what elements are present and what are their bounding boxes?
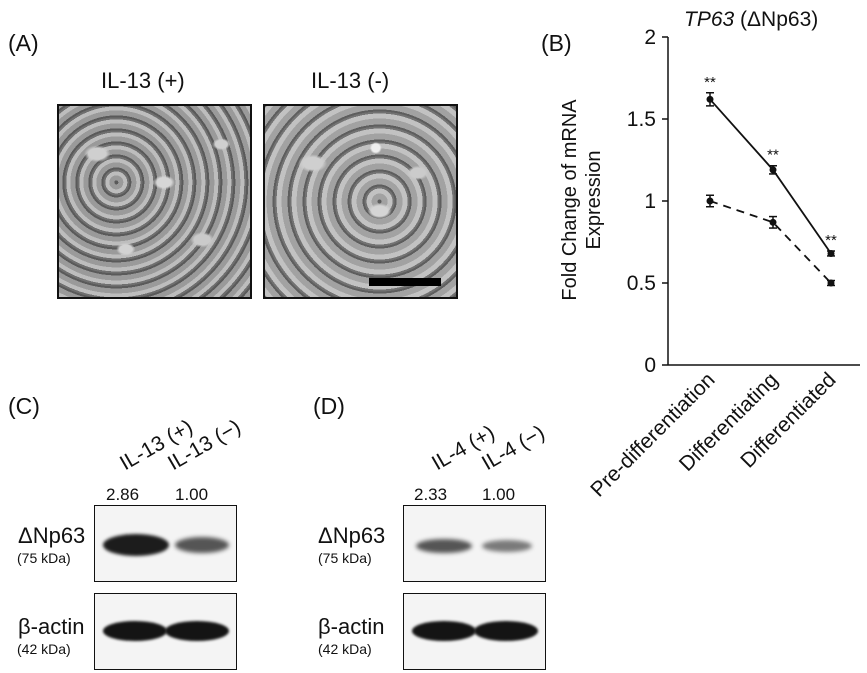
data-point bbox=[706, 95, 714, 103]
quant-d-il4-minus: 1.00 bbox=[482, 485, 516, 504]
d-protein-bactin-label: β-actin bbox=[318, 614, 385, 639]
d-dnp63-blot bbox=[403, 505, 546, 582]
c-dnp63-band-il13-plus bbox=[103, 534, 169, 556]
panel-a-label: (A) bbox=[8, 30, 39, 56]
d-protein-dnp63-kda: (75 kDa) bbox=[318, 550, 372, 566]
data-point bbox=[706, 197, 714, 205]
quant-c-il13-minus: 1.00 bbox=[175, 485, 209, 504]
series-line-dashed bbox=[709, 200, 832, 284]
chart-title-isoform: (ΔNp63) bbox=[734, 8, 818, 31]
c-bactin-band-il13-plus bbox=[103, 621, 167, 641]
series-line-solid bbox=[709, 98, 832, 254]
fold-change-line-chart: TP63 (ΔNp63) Fold Change of mRNA Express… bbox=[559, 8, 860, 501]
d-bactin-band-il4-plus bbox=[412, 621, 476, 641]
y-tick-label: 1 bbox=[644, 190, 656, 213]
y-axis-label-line-1: Fold Change of mRNA bbox=[559, 99, 581, 301]
micrograph-il13-plus bbox=[57, 104, 252, 299]
panel-b-label: (B) bbox=[541, 30, 572, 56]
significance-marker: ** bbox=[825, 232, 837, 249]
micrograph-il13-minus bbox=[263, 104, 458, 299]
y-tick-label: 1.5 bbox=[627, 108, 656, 131]
y-axis-label: Fold Change of mRNA Expression bbox=[559, 99, 605, 301]
scale-bar bbox=[369, 278, 441, 286]
panel-c-label: (C) bbox=[8, 393, 40, 419]
quant-d-il4-plus: 2.33 bbox=[414, 485, 448, 504]
c-protein-dnp63-kda: (75 kDa) bbox=[17, 550, 71, 566]
d-protein-bactin-kda: (42 kDa) bbox=[318, 641, 372, 657]
c-protein-bactin-kda: (42 kDa) bbox=[17, 641, 71, 657]
y-axis-label-line-2: Expression bbox=[583, 151, 605, 250]
c-bactin-band-il13-minus bbox=[165, 621, 229, 641]
chart-title: TP63 (ΔNp63) bbox=[684, 8, 818, 31]
data-point bbox=[769, 166, 777, 174]
d-bactin-blot bbox=[403, 593, 546, 670]
data-point bbox=[769, 218, 777, 226]
c-protein-dnp63-label: ΔNp63 bbox=[18, 523, 86, 548]
panel-d-label: (D) bbox=[313, 393, 345, 419]
quant-c-il13-plus: 2.86 bbox=[106, 485, 140, 504]
chart-title-gene: TP63 bbox=[684, 8, 735, 31]
significance-marker: ** bbox=[704, 74, 716, 91]
il13-minus-condition-label: IL-13 (-) bbox=[311, 68, 390, 93]
y-tick-label: 0 bbox=[644, 354, 656, 377]
data-point bbox=[827, 249, 835, 257]
c-dnp63-blot bbox=[94, 505, 237, 582]
y-tick-label: 0.5 bbox=[627, 272, 656, 295]
il13-plus-condition-label: IL-13 (+) bbox=[101, 68, 185, 93]
d-bactin-band-il4-minus bbox=[474, 621, 538, 641]
y-tick-label: 2 bbox=[644, 26, 656, 49]
c-protein-bactin-label: β-actin bbox=[18, 614, 85, 639]
significance-marker: ** bbox=[767, 147, 779, 164]
c-bactin-blot bbox=[94, 593, 237, 670]
d-dnp63-band-il4-plus bbox=[416, 539, 472, 553]
data-point bbox=[827, 279, 835, 287]
d-dnp63-band-il4-minus bbox=[482, 540, 532, 552]
d-protein-dnp63-label: ΔNp63 bbox=[318, 523, 386, 548]
c-dnp63-band-il13-minus bbox=[175, 537, 229, 553]
